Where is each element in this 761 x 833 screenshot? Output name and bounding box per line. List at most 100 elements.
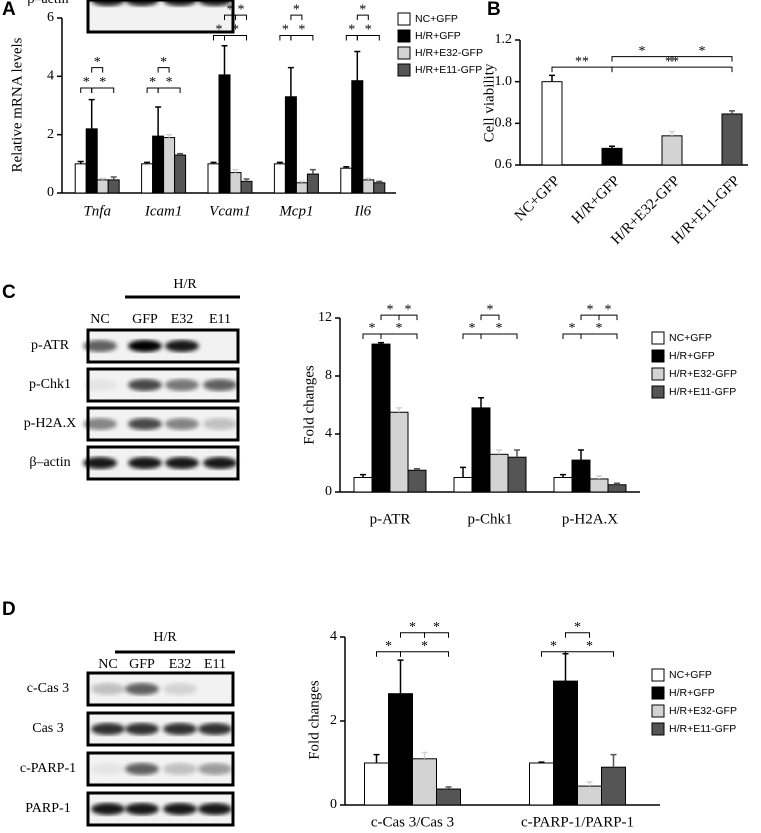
error-bar [669, 130, 675, 136]
significance-bracket [157, 87, 181, 93]
significance-bracket [290, 14, 303, 21]
blot-box [86, 671, 235, 707]
panel-letter: A [2, 0, 16, 20]
significance-label: * [587, 302, 594, 317]
bar [240, 180, 253, 194]
significance-label: * [605, 302, 612, 317]
blot-band [83, 418, 117, 430]
row-label: p-ATR [31, 338, 70, 353]
row-label: β–actin [27, 0, 68, 7]
row-label: p-H2A.X [24, 416, 77, 431]
blot-band [198, 803, 232, 815]
legend-swatch [651, 704, 665, 718]
significance-label: * [293, 2, 300, 17]
significance-label: * [405, 302, 412, 317]
significance-label: * [216, 23, 223, 38]
blot-band [203, 379, 237, 391]
bar [107, 179, 120, 194]
x-tick-label: p-Chk1 [468, 511, 513, 527]
legend-swatch [651, 686, 665, 700]
significance-bracket [380, 333, 418, 339]
bar [721, 113, 743, 166]
significance-label: * [496, 321, 503, 336]
significance-bracket [565, 632, 590, 638]
significance-bracket [157, 67, 170, 73]
significance-label: * [348, 23, 355, 38]
bar [351, 80, 364, 194]
y-tick-label: 12 [318, 310, 332, 325]
error-bar [166, 133, 173, 138]
error-bar [478, 397, 484, 408]
error-bar [586, 781, 593, 787]
error-bar [421, 751, 428, 759]
bar [295, 182, 308, 194]
significance-label: * [160, 55, 167, 70]
error-bar [77, 160, 84, 164]
error-bar [397, 659, 404, 694]
y-tick-label: 4 [325, 426, 332, 441]
x-tick-label: Mcp1 [278, 203, 313, 219]
row-label: c-PARP-1 [20, 761, 76, 776]
bar [589, 478, 609, 493]
error-bar [232, 168, 239, 173]
significance-bracket [91, 87, 115, 93]
y-tick-label: 1.0 [495, 74, 513, 89]
bar [601, 147, 623, 166]
significance-bracket [290, 35, 314, 41]
bar [207, 163, 220, 194]
bar [489, 453, 509, 493]
significance-label: * [433, 620, 440, 635]
legend-swatch [397, 29, 411, 43]
bar [229, 172, 242, 194]
blot-band [198, 723, 232, 735]
blot-band [91, 0, 125, 6]
bar [553, 680, 578, 806]
significance-label: * [396, 321, 403, 336]
panel-letter: C [2, 282, 16, 303]
lane-label: GFP [132, 312, 158, 327]
error-bar [373, 753, 380, 763]
y-tick-label: 2 [47, 127, 54, 142]
bar [141, 163, 154, 194]
row-label: PARP-1 [25, 801, 70, 816]
y-tick-label: 0 [330, 797, 337, 812]
legend-label: H/R+GFP [415, 30, 461, 42]
blot-band [83, 340, 117, 352]
legend-swatch [651, 349, 665, 363]
bar [661, 135, 683, 166]
error-bar [110, 176, 117, 180]
bar [607, 484, 627, 493]
blot-band [125, 0, 159, 6]
error-bar [177, 152, 184, 156]
bar [218, 74, 231, 194]
blot-band [198, 763, 232, 775]
error-bar [298, 180, 305, 183]
error-bar [354, 50, 361, 81]
lane-label: E32 [171, 312, 194, 327]
panel-letter: B [487, 0, 501, 20]
significance-label: * [232, 23, 239, 38]
error-bar [88, 98, 95, 129]
legend-label: H/R+E11-GFP [669, 723, 736, 735]
y-axis-label: Relative mRNA levels [9, 37, 25, 172]
bar [273, 163, 286, 194]
significance-label: * [385, 639, 392, 654]
significance-bracket [611, 66, 733, 73]
bar [284, 96, 297, 194]
bar [340, 167, 353, 194]
error-bar [276, 161, 283, 164]
blot-band [91, 683, 125, 695]
significance-label: * [550, 639, 557, 654]
x-tick-label: NC+GFP [512, 173, 563, 224]
significance-label: * [166, 75, 173, 90]
blot-band [198, 0, 232, 6]
error-bar [460, 466, 466, 478]
legend-label: H/R+GFP [669, 687, 715, 699]
error-bar [414, 468, 420, 471]
significance-label: * [387, 302, 394, 317]
blot-band [128, 418, 162, 430]
blot-box [86, 328, 240, 364]
blot-band [165, 379, 199, 391]
blot-band [128, 379, 162, 391]
